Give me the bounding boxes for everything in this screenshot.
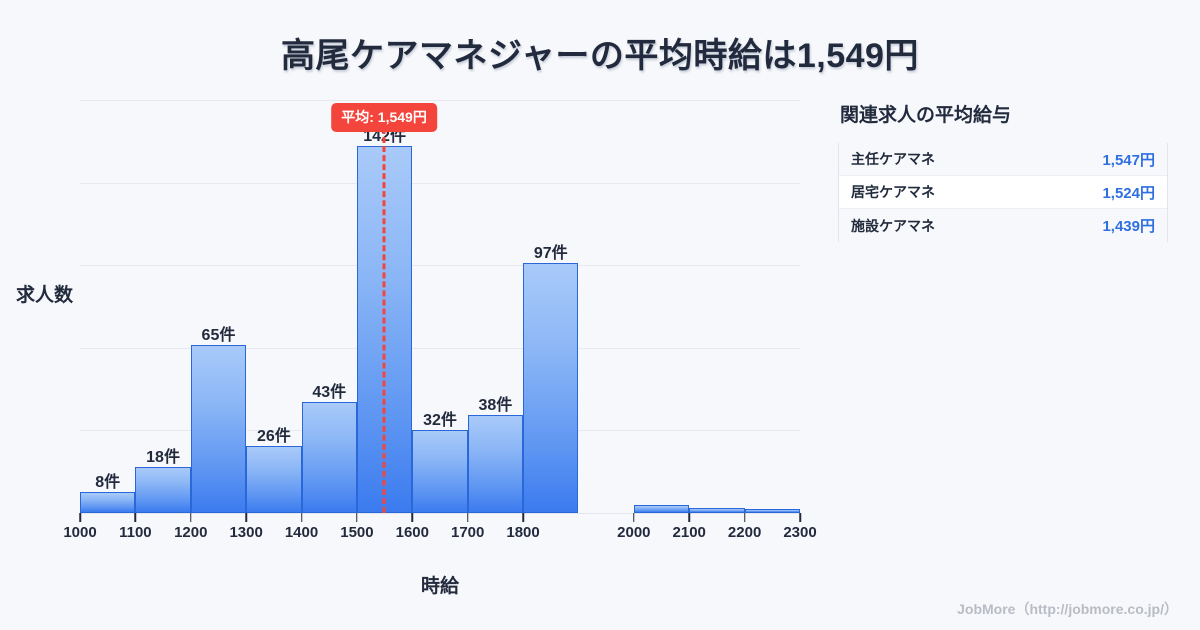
row-value: 1,524円: [1102, 184, 1155, 202]
x-axis-line: [80, 513, 800, 514]
row-value: 1,439円: [1102, 218, 1155, 235]
average-line: [382, 128, 386, 513]
x-tick-label: 1600: [395, 524, 429, 541]
page-title: 高尾ケアマネジャーの平均時給は1,549円: [281, 37, 919, 75]
related-salary-table: 主任ケアマネ 1,547円居宅ケアマネ 1,524円施設ケアマネ 1,439円: [838, 143, 1168, 242]
bar: [689, 507, 745, 513]
x-tick: [411, 513, 414, 522]
x-tick-label: 1300: [229, 524, 263, 541]
bar: [633, 505, 690, 513]
bar-value-label: 97件: [533, 244, 568, 262]
bar-value-label: 26件: [256, 427, 291, 445]
x-tick-label: 1800: [506, 524, 540, 541]
bar: [190, 345, 247, 513]
x-tick: [688, 513, 690, 522]
gridline: [80, 348, 800, 349]
bar: [523, 262, 579, 513]
gridline: [80, 183, 800, 184]
x-axis-title: 時給: [420, 576, 459, 597]
bar: [135, 466, 191, 513]
histogram-chart: 求人数 8件 18件 65件 26件 43件 142件 32件 38件 97件 1000 1100…: [16, 100, 817, 597]
table-row: 居宅ケアマネ 1,524円: [839, 176, 1167, 209]
x-tick-label: 1400: [284, 524, 319, 541]
x-tick-label: 2300: [783, 524, 817, 541]
bar-value-label: 32件: [423, 412, 457, 430]
bar: [744, 509, 800, 513]
bar: [246, 445, 302, 513]
footer-credit: JobMore（http://jobmore.co.jp/）: [957, 601, 1178, 617]
x-tick-label: 1100: [119, 524, 152, 541]
x-tick: [134, 513, 137, 522]
x-tick-label: 2100: [672, 524, 706, 541]
bar: [467, 414, 524, 513]
row-label: 居宅ケアマネ: [851, 184, 935, 200]
gridline: [80, 100, 800, 101]
bar: [80, 492, 136, 513]
x-tick-label: 1700: [451, 524, 485, 541]
y-axis-title: 求人数: [16, 285, 74, 306]
table-row: 施設ケアマネ 1,439円: [839, 209, 1167, 242]
row-value: 1,547円: [1102, 151, 1155, 169]
average-badge: 平均: 1,549円: [331, 103, 437, 132]
table-row: 主任ケアマネ 1,547円: [839, 143, 1167, 176]
row-label: 主任ケアマネ: [851, 151, 935, 167]
related-salary-panel: 関連求人の平均給与 主任ケアマネ 1,547円居宅ケアマネ 1,524円施設ケアマネ…: [838, 100, 1168, 242]
x-tick: [799, 513, 801, 522]
x-tick: [79, 513, 81, 522]
bar-value-label: 65件: [201, 327, 236, 345]
x-tick-label: 2000: [617, 524, 651, 541]
bar-value-label: 38件: [478, 396, 513, 414]
x-tick: [356, 513, 358, 522]
x-tick: [522, 513, 524, 522]
x-tick: [245, 513, 247, 522]
x-tick-label: 1500: [340, 524, 374, 541]
bar: [301, 402, 357, 513]
bar: [412, 430, 468, 513]
x-tick: [466, 513, 469, 522]
x-tick-label: 2200: [727, 524, 762, 541]
x-tick-label: 1000: [63, 524, 97, 541]
row-label: 施設ケアマネ: [851, 217, 935, 234]
related-salary-title: 関連求人の平均給与: [840, 105, 1012, 126]
bar-value-label: 43件: [312, 384, 347, 401]
gridline: [80, 265, 800, 266]
x-tick: [743, 513, 746, 522]
x-tick: [633, 513, 635, 522]
x-tick-label: 1200: [174, 524, 208, 541]
x-tick: [190, 513, 192, 522]
bar-value-label: 18件: [146, 448, 180, 466]
bar-value-label: 8件: [95, 474, 121, 492]
x-tick: [300, 513, 303, 522]
